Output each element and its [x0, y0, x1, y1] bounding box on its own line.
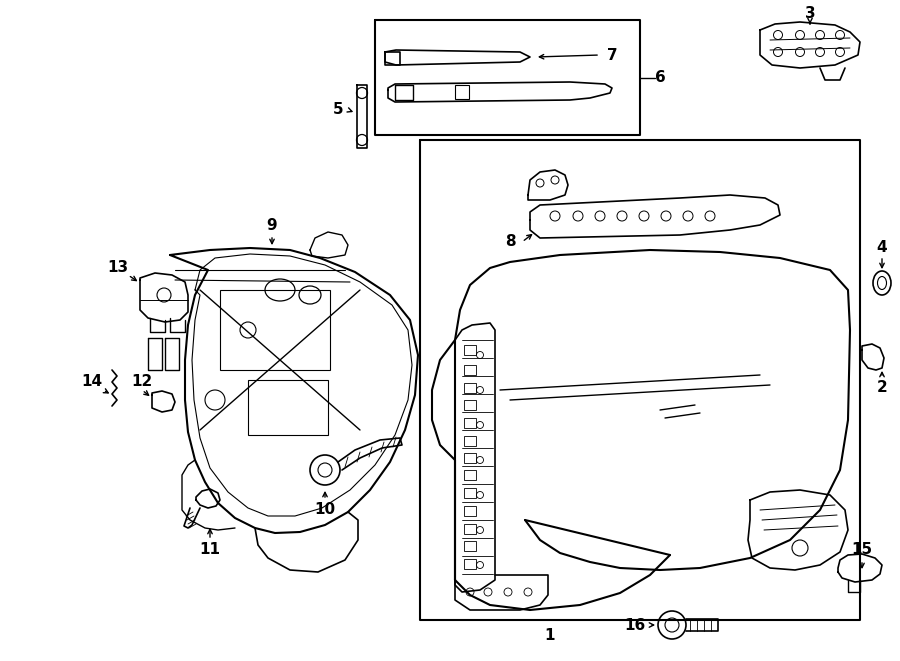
Text: 6: 6 — [654, 71, 665, 85]
Text: 9: 9 — [266, 217, 277, 233]
Text: 16: 16 — [625, 617, 645, 633]
Bar — [464, 345, 476, 355]
Text: 12: 12 — [131, 375, 153, 389]
Bar — [464, 506, 476, 516]
Text: 15: 15 — [851, 543, 873, 557]
Text: 4: 4 — [877, 241, 887, 256]
Bar — [464, 453, 476, 463]
Text: 2: 2 — [877, 381, 887, 395]
Bar — [464, 488, 476, 498]
Text: 5: 5 — [333, 102, 343, 118]
Text: 13: 13 — [107, 260, 129, 276]
Bar — [464, 436, 476, 446]
Bar — [464, 524, 476, 534]
Bar — [464, 559, 476, 569]
Bar — [464, 470, 476, 480]
Circle shape — [310, 455, 340, 485]
Text: 7: 7 — [607, 48, 617, 63]
Text: 8: 8 — [505, 235, 516, 249]
Bar — [455, 85, 469, 99]
Bar — [464, 400, 476, 410]
Text: 1: 1 — [544, 627, 555, 642]
Circle shape — [658, 611, 686, 639]
Text: 14: 14 — [81, 375, 103, 389]
Text: 11: 11 — [200, 543, 220, 557]
Bar — [464, 383, 476, 393]
Bar — [464, 365, 476, 375]
Bar — [464, 418, 476, 428]
Bar — [248, 380, 328, 435]
Bar — [464, 541, 476, 551]
Text: 10: 10 — [314, 502, 336, 518]
Text: 3: 3 — [805, 7, 815, 22]
Bar — [220, 290, 330, 370]
